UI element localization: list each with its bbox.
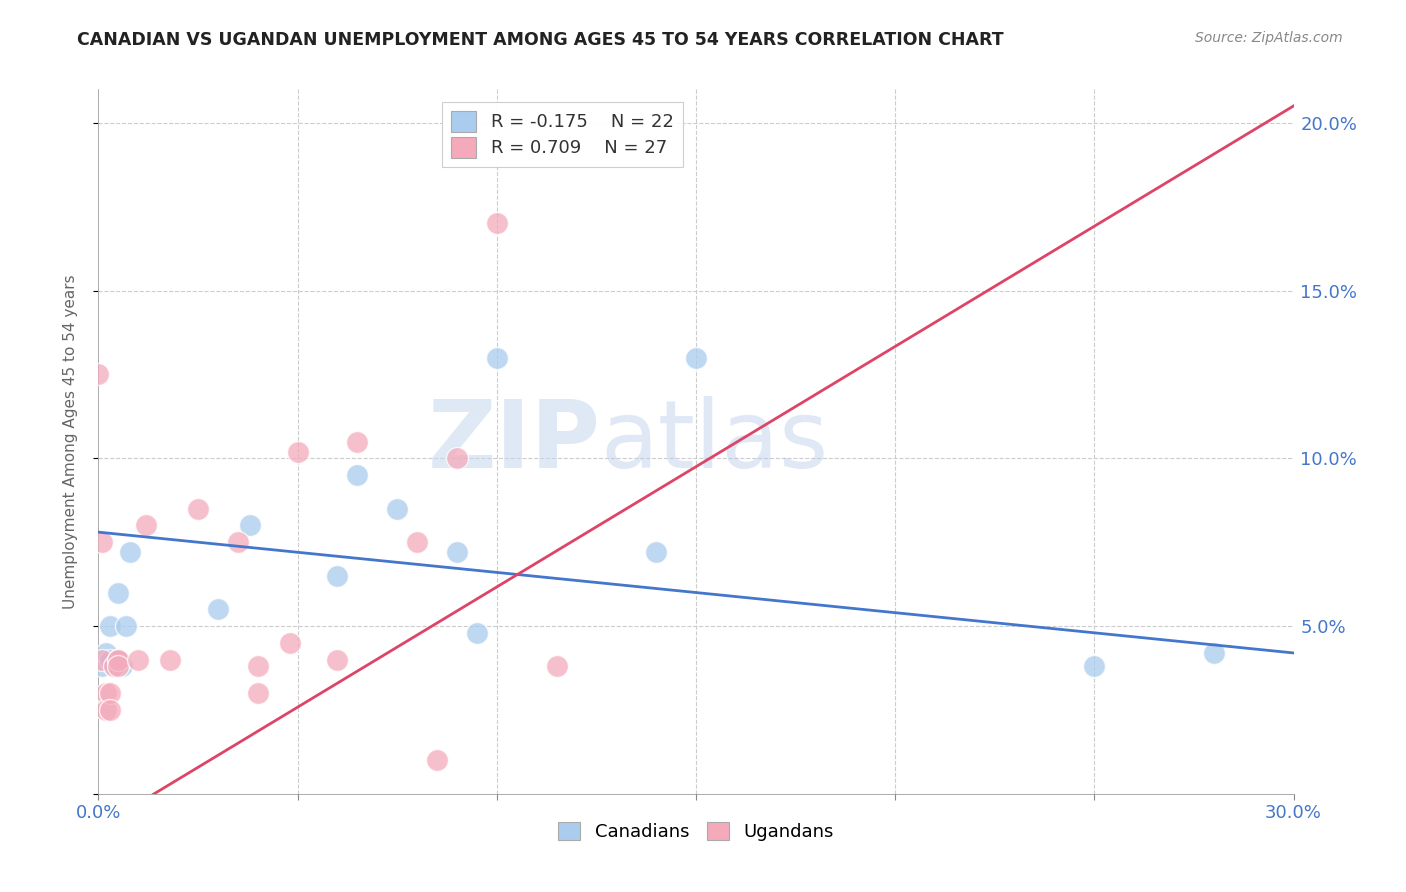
Point [385, 501, 409, 516]
Point [107, 659, 129, 673]
Point [115, 619, 138, 633]
Point [406, 535, 429, 549]
Text: CANADIAN VS UGANDAN UNEMPLOYMENT AMONG AGES 45 TO 54 YEARS CORRELATION CHART: CANADIAN VS UGANDAN UNEMPLOYMENT AMONG A… [77, 31, 1004, 49]
Point [446, 545, 468, 559]
Point [127, 653, 149, 667]
Point [346, 468, 368, 483]
Legend: Canadians, Ugandans: Canadians, Ugandans [551, 814, 841, 848]
Point [96, 703, 118, 717]
Point [485, 351, 508, 365]
Point [645, 545, 668, 559]
Text: Source: ZipAtlas.com: Source: ZipAtlas.com [1195, 31, 1343, 45]
Point [465, 625, 488, 640]
Y-axis label: Unemployment Among Ages 45 to 54 years: Unemployment Among Ages 45 to 54 years [63, 274, 77, 609]
Point [107, 653, 129, 667]
Point [239, 518, 262, 533]
Point [246, 686, 269, 700]
Point [87, 368, 110, 382]
Point [1202, 646, 1225, 660]
Point [107, 585, 129, 599]
Point [287, 444, 309, 458]
Point [246, 659, 269, 673]
Point [685, 351, 707, 365]
Point [98, 686, 122, 700]
Point [426, 753, 449, 767]
Point [98, 619, 122, 633]
Text: atlas: atlas [600, 395, 828, 488]
Point [159, 653, 181, 667]
Point [96, 686, 118, 700]
Point [278, 636, 301, 650]
Point [103, 659, 125, 673]
Point [91, 535, 114, 549]
Point [98, 653, 122, 667]
Point [346, 434, 368, 449]
Point [91, 653, 114, 667]
Point [107, 653, 129, 667]
Point [98, 703, 122, 717]
Point [103, 659, 125, 673]
Point [485, 216, 508, 230]
Point [187, 501, 209, 516]
Point [96, 646, 118, 660]
Point [111, 659, 134, 673]
Point [1083, 659, 1105, 673]
Point [120, 545, 142, 559]
Point [326, 568, 349, 582]
Point [91, 659, 114, 673]
Point [135, 518, 157, 533]
Point [546, 659, 568, 673]
Point [226, 535, 249, 549]
Point [326, 653, 349, 667]
Text: ZIP: ZIP [427, 395, 600, 488]
Point [107, 653, 129, 667]
Point [446, 451, 468, 466]
Point [207, 602, 229, 616]
